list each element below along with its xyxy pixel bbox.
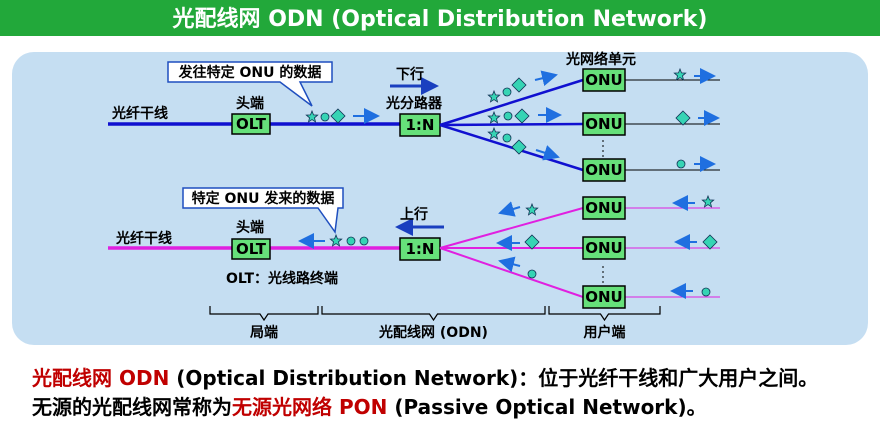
- label: ONU: [585, 161, 623, 179]
- diamond-icon: [330, 108, 346, 124]
- footer-line: 光配线网 ODN (Optical Distribution Network)：…: [31, 366, 818, 390]
- star-icon: [305, 109, 319, 123]
- circle-icon: [346, 236, 356, 246]
- label: 光分路器: [385, 95, 443, 112]
- star-icon: [487, 126, 501, 140]
- circle-icon: [503, 111, 513, 121]
- star-icon: [701, 194, 715, 208]
- box: [582, 196, 626, 220]
- footer-text: 无源光网络 PON: [232, 395, 387, 419]
- label: 1:N: [406, 116, 435, 134]
- label: OLT：光线路终端: [226, 270, 338, 287]
- label: 光纤干线: [111, 105, 168, 122]
- label: 光配线网 (ODN): [378, 324, 488, 341]
- footer-text: 光配线网 ODN: [31, 366, 169, 390]
- arrow: [535, 145, 560, 161]
- label: 光网络单元: [565, 51, 636, 68]
- label: 头端: [236, 95, 264, 112]
- star-icon: [673, 67, 687, 81]
- box: [582, 158, 626, 182]
- circle-icon: [676, 159, 686, 169]
- branch-line: [439, 247, 584, 298]
- diamond-icon: [524, 234, 540, 250]
- brace: [321, 306, 546, 322]
- diamond-icon: [511, 139, 527, 155]
- box: [582, 285, 626, 309]
- label: ONU: [585, 199, 623, 217]
- label: OLT: [236, 240, 267, 258]
- footer-text: 无源的光配线网常称为: [32, 395, 232, 419]
- branch-line: [439, 123, 584, 172]
- star-icon: [329, 233, 343, 247]
- callout: [167, 61, 333, 107]
- diamond-icon: [514, 108, 530, 124]
- label: 下行: [396, 66, 424, 83]
- label: 头端: [236, 219, 264, 236]
- title-bar: [0, 0, 880, 36]
- branch-line: [439, 122, 584, 127]
- label: ONU: [585, 288, 623, 306]
- arrow: [498, 256, 521, 273]
- box: [582, 112, 626, 136]
- label: OLT: [236, 115, 267, 133]
- arrow: [498, 201, 521, 217]
- footer-text: (Optical Distribution Network)：位于光纤干线和广大…: [169, 366, 818, 390]
- circle-icon: [502, 133, 512, 143]
- star-icon: [487, 89, 501, 103]
- brace: [548, 306, 661, 322]
- label: 用户端: [584, 324, 626, 341]
- arrow: [534, 70, 558, 87]
- title: 光配线网 ODN (Optical Distribution Network): [172, 6, 708, 32]
- box: [231, 113, 271, 135]
- branch-line: [439, 207, 584, 249]
- diamond-icon: [511, 77, 527, 93]
- footer-text: (Passive Optical Network)。: [387, 395, 706, 419]
- branch-line: [439, 78, 584, 127]
- label: 上行: [400, 206, 428, 223]
- circle-icon: [527, 269, 537, 279]
- circle-icon: [320, 112, 330, 122]
- label: ONU: [585, 71, 623, 89]
- circle-icon: [701, 287, 711, 297]
- box: [582, 236, 626, 260]
- label: 1:N: [406, 240, 435, 258]
- star-icon: [487, 110, 501, 124]
- diamond-icon: [702, 234, 718, 250]
- box: [582, 68, 626, 92]
- circle-icon: [502, 87, 512, 97]
- label: ONU: [585, 239, 623, 257]
- box: [231, 238, 271, 260]
- brace: [209, 306, 319, 322]
- label: 局端: [250, 324, 278, 341]
- circle-icon: [359, 236, 369, 246]
- label: 光纤干线: [115, 230, 172, 247]
- star-icon: [525, 202, 539, 216]
- callout: [182, 187, 344, 235]
- label: 特定 ONU 发来的数据: [192, 190, 335, 207]
- label: 发往特定 ONU 的数据: [178, 64, 322, 81]
- label: ONU: [585, 115, 623, 133]
- diamond-icon: [675, 110, 691, 126]
- footer-line: 无源的光配线网常称为无源光网络 PON (Passive Optical Net…: [32, 395, 707, 419]
